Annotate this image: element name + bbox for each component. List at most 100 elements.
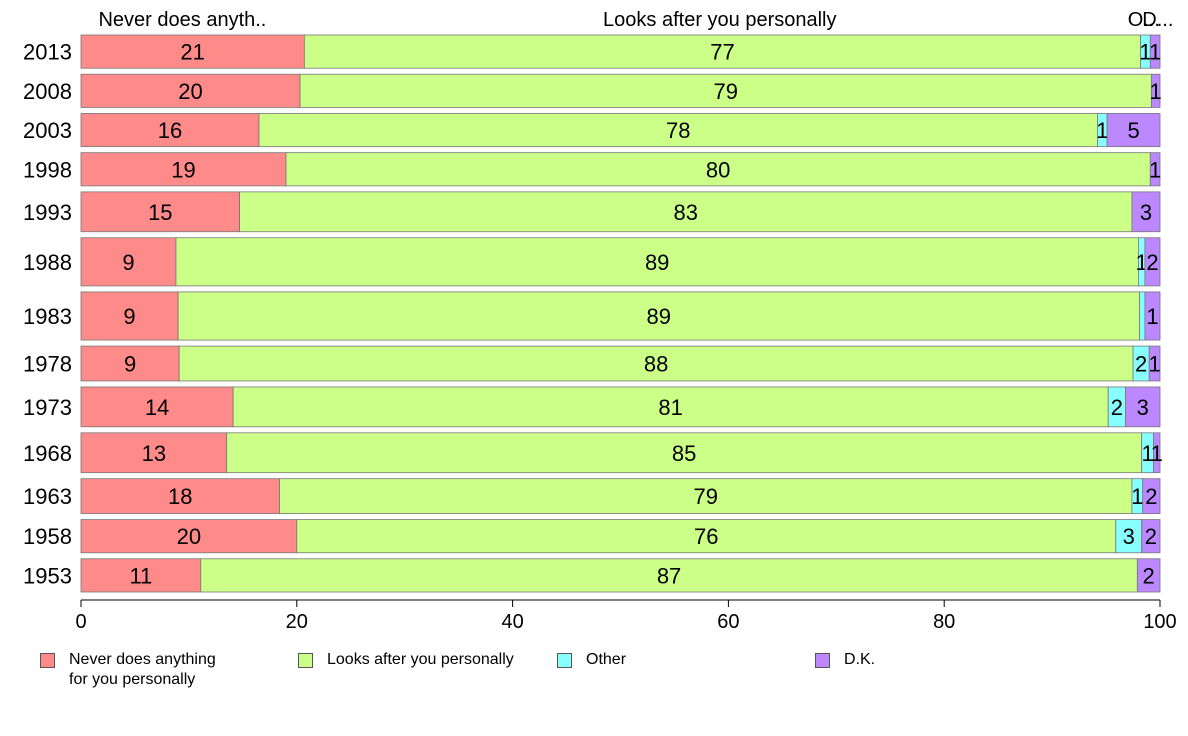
bar-2003-series-0	[80, 113, 260, 148]
x-tick-label-20: 20	[286, 611, 308, 633]
bar-2008-series-3	[1150, 73, 1161, 108]
data-label-1973-series-1: 81	[658, 395, 682, 420]
legend-swatch-dk	[815, 653, 830, 668]
bar-1973-series-1	[232, 386, 1109, 428]
data-label-2003-series-1: 78	[666, 118, 690, 143]
category-label-1993: 1993	[23, 200, 72, 225]
legend-label-never: Never does anything for you personally	[69, 651, 216, 688]
data-label-1963-series-2: 1	[1131, 484, 1143, 509]
top-label-3: D...	[1142, 9, 1173, 31]
x-tick-label-80: 80	[933, 611, 955, 633]
legend: Never does anything for you personally L…	[0, 650, 1188, 700]
data-label-1968-series-3: 1	[1151, 441, 1163, 466]
top-label-1: Looks after you personally	[603, 9, 836, 31]
bar-1983-series-3	[1144, 291, 1161, 341]
bar-1958-series-3	[1141, 519, 1161, 554]
legend-item-never: Never does anything for you personally	[40, 650, 216, 690]
data-label-1973-series-2: 2	[1111, 395, 1123, 420]
category-label-1988: 1988	[23, 250, 72, 275]
data-label-1963-series-0: 18	[168, 484, 192, 509]
data-label-1978-series-1: 88	[644, 352, 668, 377]
data-label-1993-series-0: 15	[148, 200, 172, 225]
bar-1993-series-1	[239, 191, 1133, 233]
x-tick-label-0: 0	[75, 611, 86, 633]
bar-1958-series-0	[80, 519, 298, 554]
top-label-0: Never does anyth..	[98, 9, 266, 31]
category-label-1963: 1963	[23, 484, 72, 509]
legend-label-other: Other	[586, 651, 627, 668]
category-label-1983: 1983	[23, 304, 72, 329]
legend-item-looks-after: Looks after you personally	[298, 650, 514, 670]
data-label-1973-series-3: 3	[1137, 395, 1149, 420]
legend-item-dk: D.K.	[815, 650, 875, 670]
category-label-1968: 1968	[23, 441, 72, 466]
data-label-1958-series-3: 2	[1145, 524, 1157, 549]
category-label-2008: 2008	[23, 79, 72, 104]
category-label-1998: 1998	[23, 157, 72, 182]
bar-1978-series-0	[80, 345, 180, 382]
data-label-1988-series-0: 9	[122, 250, 134, 275]
data-label-1983-series-0: 9	[123, 304, 135, 329]
x-tick-label-60: 60	[717, 611, 739, 633]
data-label-1988-series-1: 89	[645, 250, 669, 275]
bar-1998-series-0	[80, 152, 287, 187]
data-label-1968-series-0: 13	[142, 441, 166, 466]
bar-1963-series-3	[1142, 478, 1161, 514]
data-label-2008-series-0: 20	[178, 79, 202, 104]
data-label-1973-series-0: 14	[145, 395, 169, 420]
bar-1958-series-2	[1115, 519, 1143, 554]
bar-1963-series-1	[279, 478, 1133, 514]
legend-swatch-other	[557, 653, 572, 668]
bar-1953-series-1	[200, 558, 1138, 593]
data-label-1993-series-1: 83	[674, 200, 698, 225]
data-label-2013-series-2: 1	[1139, 40, 1151, 65]
data-label-1953-series-0: 11	[129, 563, 152, 588]
bar-1968-series-3	[1153, 432, 1161, 474]
data-label-2013-series-0: 21	[180, 40, 204, 65]
bar-1973-series-3	[1125, 386, 1161, 428]
data-label-1993-series-3: 3	[1140, 200, 1152, 225]
data-label-1953-series-3: 2	[1143, 563, 1155, 588]
data-label-1988-series-3: 2	[1146, 250, 1158, 275]
bar-1983-series-0	[80, 291, 179, 341]
category-label-2003: 2003	[23, 118, 72, 143]
bar-1998-series-1	[285, 152, 1151, 187]
bar-1983-series-2	[1139, 291, 1146, 341]
bar-2008-series-1	[299, 73, 1152, 108]
data-label-1968-series-2: 1	[1141, 441, 1153, 466]
data-label-1998-series-0: 19	[171, 157, 195, 182]
data-label-1963-series-3: 2	[1145, 484, 1157, 509]
legend-swatch-looks-after	[298, 653, 313, 668]
bar-1973-series-0	[80, 386, 234, 428]
data-label-1978-series-2: 2	[1135, 352, 1147, 377]
data-label-1978-series-3: 1	[1148, 352, 1160, 377]
data-label-1983-series-3: 1	[1146, 304, 1158, 329]
bar-1978-series-3	[1148, 345, 1161, 382]
bar-1983-series-1	[177, 291, 1140, 341]
bar-1988-series-0	[80, 237, 177, 287]
bar-1978-series-1	[178, 345, 1134, 382]
bar-2008-series-0	[80, 73, 301, 108]
data-label-2008-series-3: 1	[1150, 79, 1162, 104]
bar-1998-series-3	[1149, 152, 1161, 187]
category-label-1978: 1978	[23, 352, 72, 377]
data-label-1998-series-3: 1	[1149, 157, 1161, 182]
legend-item-other: Other	[557, 650, 626, 670]
category-label-1953: 1953	[23, 563, 72, 588]
data-label-1983-series-1: 89	[647, 304, 671, 329]
x-tick-label-100: 100	[1143, 611, 1176, 633]
legend-swatch-never	[40, 653, 55, 668]
x-tick-label-40: 40	[501, 611, 523, 633]
data-label-1958-series-0: 20	[177, 524, 201, 549]
stacked-bar-chart: Never does anyth.. Looks after you person…	[23, 9, 1177, 633]
data-label-1958-series-2: 3	[1123, 524, 1135, 549]
data-label-1968-series-1: 85	[672, 441, 696, 466]
data-label-2013-series-1: 77	[710, 40, 734, 65]
data-label-1958-series-1: 76	[694, 524, 718, 549]
legend-label-dk: D.K.	[844, 651, 876, 668]
data-label-2003-series-3: 5	[1127, 118, 1139, 143]
data-label-1953-series-1: 87	[657, 563, 681, 588]
bar-1958-series-1	[296, 519, 1117, 554]
data-label-1963-series-1: 79	[693, 484, 717, 509]
category-label-2013: 2013	[23, 40, 72, 65]
